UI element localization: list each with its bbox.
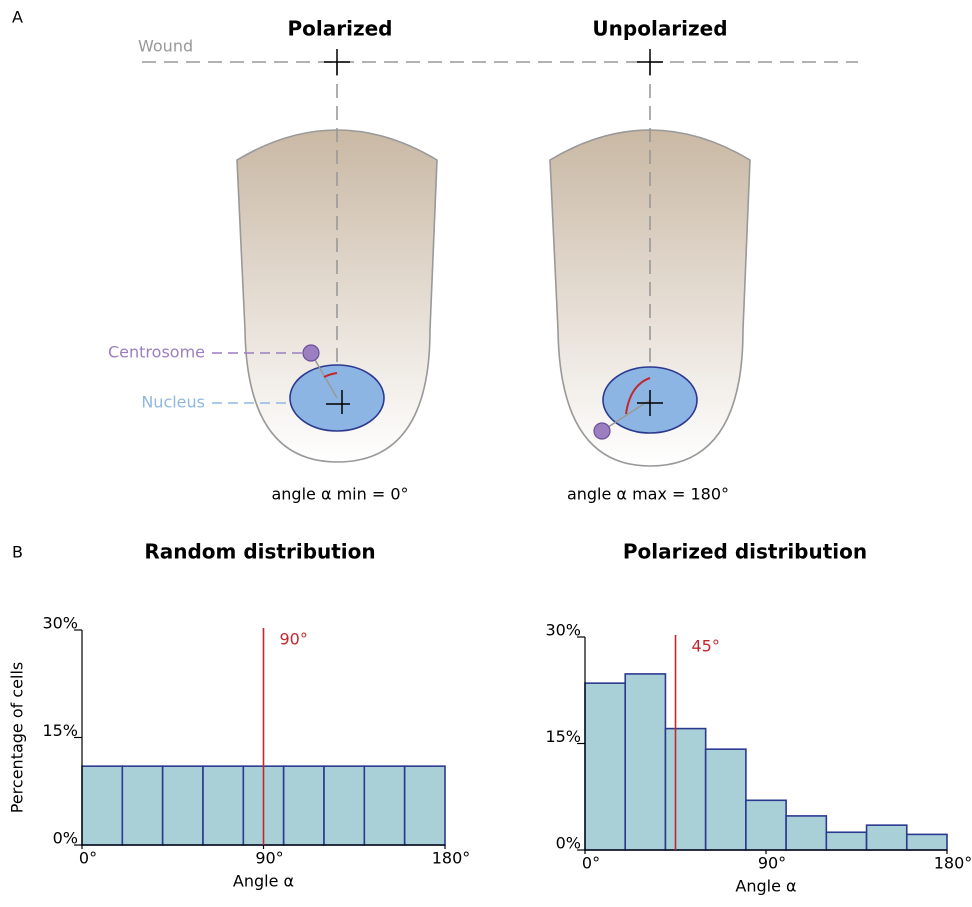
x-tick-label: 0°: [582, 854, 600, 873]
bar: [905, 833, 948, 851]
bar: [745, 799, 787, 851]
cell-title: Polarized: [288, 17, 393, 41]
cell: [549, 49, 751, 467]
x-tick-label: 180°: [934, 854, 972, 873]
wound-label: Wound: [138, 37, 193, 56]
bar: [282, 765, 325, 846]
bar: [202, 765, 245, 846]
x-tick-label: 90°: [255, 849, 283, 868]
cell-caption: angle α min = 0°: [271, 485, 408, 504]
x-tick-label: 90°: [758, 854, 786, 873]
bar: [363, 765, 406, 846]
y-tick-label: 15%: [545, 727, 581, 746]
y-tick-label: 30%: [42, 614, 78, 633]
chart-title: Random distribution: [144, 540, 375, 564]
bar: [624, 673, 667, 851]
y-tick-label: 15%: [42, 721, 78, 740]
bar: [785, 815, 828, 851]
panel-label: B: [12, 543, 23, 562]
bar: [403, 765, 446, 846]
reference-label: 45°: [692, 637, 720, 656]
centrosome-label: Centrosome: [108, 343, 205, 362]
bar: [664, 727, 707, 851]
bar: [584, 682, 627, 851]
cell-title: Unpolarized: [592, 17, 727, 41]
x-tick-label: 0°: [79, 849, 97, 868]
y-tick-label: 0%: [556, 834, 581, 853]
y-axis-label: Percentage of cells: [8, 662, 27, 813]
y-tick-label: 0%: [53, 829, 78, 848]
x-tick-label: 180°: [432, 849, 471, 868]
panel-label: A: [12, 8, 23, 27]
bar: [161, 765, 204, 846]
bar: [825, 831, 868, 851]
y-tick-label: 30%: [545, 621, 581, 640]
chart-title: Polarized distribution: [623, 540, 867, 564]
x-axis-label: Angle α: [233, 872, 294, 891]
cell-caption: angle α max = 180°: [567, 485, 729, 504]
bar: [81, 765, 124, 846]
nucleus-label: Nucleus: [141, 393, 205, 412]
bar: [865, 824, 908, 851]
reference-label: 90°: [280, 630, 308, 649]
x-axis-label: Angle α: [735, 877, 796, 896]
bar: [121, 765, 164, 846]
bar: [323, 765, 366, 846]
bar: [704, 748, 747, 851]
cell: [212, 49, 438, 463]
